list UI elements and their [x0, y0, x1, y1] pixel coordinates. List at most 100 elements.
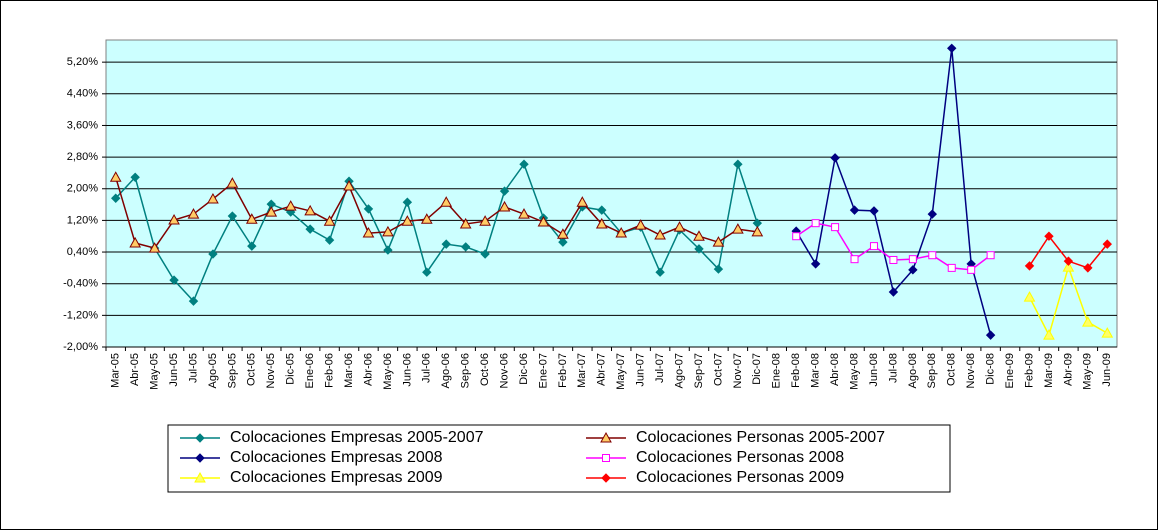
marker	[129, 236, 142, 248]
marker	[498, 200, 511, 212]
x-tick-label: Dic-07	[751, 353, 763, 385]
marker	[1063, 256, 1074, 266]
marker	[751, 225, 764, 237]
marker	[227, 211, 238, 221]
y-tick-label: 4,40%	[67, 88, 98, 100]
x-tick-label: Abr-06	[362, 353, 374, 386]
marker	[130, 172, 140, 182]
marker	[109, 171, 122, 182]
x-tick-label: Mar-05	[110, 353, 122, 388]
marker	[928, 251, 937, 260]
marker	[655, 267, 665, 277]
x-tick-label: Jun-07	[635, 353, 647, 387]
x-tick-label: Dic-06	[518, 353, 530, 385]
x-tick-label: Oct-06	[479, 353, 491, 386]
marker	[602, 454, 610, 462]
marker	[1024, 261, 1035, 271]
marker	[693, 230, 705, 241]
marker	[480, 249, 490, 259]
marker	[654, 229, 666, 240]
x-tick-label: May-06	[382, 353, 394, 390]
x-tick-label: Mar-08	[810, 353, 822, 388]
marker	[1083, 263, 1093, 273]
marker	[304, 204, 316, 216]
marker	[673, 221, 686, 232]
marker	[597, 205, 607, 215]
marker	[1062, 261, 1075, 272]
marker	[382, 225, 394, 237]
x-tick-label: Jun-06	[401, 353, 413, 387]
x-tick-label: Ago-08	[907, 353, 919, 388]
x-tick-label: Feb-09	[1023, 353, 1035, 388]
plot-area	[105, 39, 1118, 348]
marker	[947, 263, 956, 272]
marker	[869, 242, 878, 251]
x-tick-label: Ene-06	[304, 353, 316, 388]
y-tick-label: 3,60%	[67, 119, 98, 131]
marker	[519, 159, 529, 169]
x-tick-label: Mar-07	[576, 353, 588, 388]
x-tick-label: Mar-09	[1043, 353, 1055, 388]
marker	[831, 223, 840, 232]
marker	[985, 330, 996, 340]
y-tick-label: 5,20%	[67, 56, 98, 68]
marker	[986, 251, 995, 260]
marker	[537, 215, 550, 227]
x-tick-label: Ene-07	[537, 353, 549, 388]
x-tick-label: Jul-07	[654, 353, 666, 383]
marker	[518, 208, 530, 219]
marker	[383, 245, 393, 255]
marker	[712, 236, 725, 247]
x-tick-label: Ago-06	[440, 353, 452, 388]
marker	[967, 265, 976, 274]
marker	[1044, 231, 1054, 241]
marker	[323, 215, 336, 226]
marker	[402, 197, 413, 207]
x-tick-label: Nov-08	[965, 353, 977, 388]
marker	[111, 193, 121, 203]
marker	[927, 209, 938, 219]
marker	[810, 259, 821, 269]
marker	[811, 219, 820, 228]
x-tick-label: Oct-05	[246, 353, 258, 386]
x-tick-label: Ago-05	[207, 353, 219, 388]
x-tick-label: Ago-07	[673, 353, 685, 388]
marker	[733, 159, 743, 169]
marker	[188, 296, 199, 306]
x-tick-label: Sep-05	[226, 353, 238, 388]
marker	[595, 217, 608, 229]
series-line	[115, 177, 758, 249]
marker	[694, 244, 704, 254]
x-tick-label: Jul-08	[887, 353, 899, 383]
marker	[576, 196, 589, 207]
y-tick-label: -1,20%	[63, 309, 98, 321]
x-tick-label: Ene-08	[771, 353, 783, 388]
x-tick-label: Abr-09	[1062, 353, 1074, 386]
y-tick-label: 1,20%	[67, 214, 98, 226]
x-tick-label: May-09	[1082, 353, 1094, 390]
x-tick-label: May-07	[615, 353, 627, 390]
x-tick-label: Jun-09	[1101, 353, 1113, 387]
x-tick-label: Oct-07	[712, 353, 724, 386]
marker	[889, 255, 898, 264]
legend-label: Colocaciones Empresas 2009	[230, 469, 443, 486]
legend-label: Colocaciones Personas 2005-2007	[636, 429, 885, 446]
marker	[849, 205, 860, 215]
marker	[168, 213, 180, 225]
marker	[947, 43, 957, 54]
x-tick-label: Jun-05	[168, 353, 180, 387]
x-tick-label: Abr-05	[129, 353, 141, 386]
marker	[169, 275, 179, 285]
marker	[195, 453, 205, 463]
marker	[226, 177, 239, 188]
marker	[830, 153, 840, 163]
marker	[245, 213, 258, 224]
marker	[558, 237, 568, 247]
legend-label: Colocaciones Empresas 2008	[230, 449, 443, 466]
marker	[1043, 329, 1055, 340]
legend-label: Colocaciones Personas 2009	[636, 469, 844, 486]
marker	[363, 204, 374, 214]
marker	[187, 208, 200, 219]
x-tick-label: Feb-08	[790, 353, 802, 388]
